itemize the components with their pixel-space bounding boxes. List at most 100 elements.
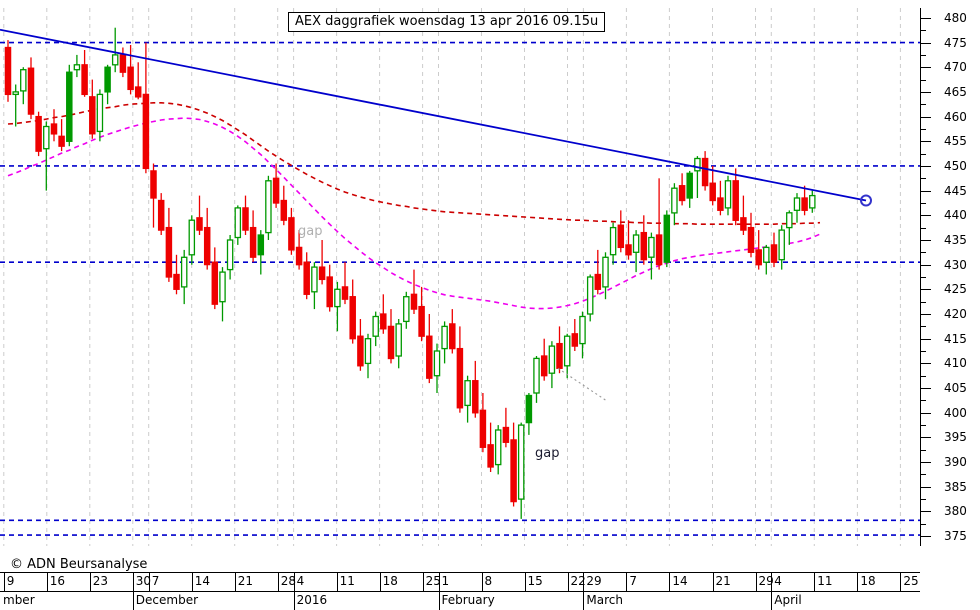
price-tick-major [920, 486, 931, 488]
date-tick-label: 29 [758, 574, 774, 588]
candle-body-up [188, 219, 196, 256]
candle-body-down [150, 170, 157, 199]
candle-body-down [127, 66, 134, 91]
horizontal-levels [0, 41, 920, 536]
price-tick-major [920, 363, 931, 365]
date-tick-label: 23 [92, 574, 109, 588]
price-tick-major [920, 338, 931, 340]
candle-body-down [4, 46, 12, 96]
candle-body-up [548, 345, 556, 374]
candle-body-down [732, 180, 739, 221]
price-tick-major [920, 536, 931, 538]
candle-body-up [694, 157, 701, 172]
date-tick-label: 25 [425, 574, 441, 588]
candle-body-up [334, 288, 341, 308]
date-tick-label: 7 [629, 574, 638, 588]
date-tick-separator [3, 572, 5, 591]
candle-body-up [609, 226, 617, 256]
date-tick-separator [148, 572, 150, 591]
date-tick-label: 9 [6, 574, 15, 588]
candle-body-down [410, 293, 418, 310]
candle-body-down [357, 335, 364, 367]
price-tick-minor [920, 523, 926, 525]
candle-body-down [387, 325, 395, 360]
candle-body-down [594, 273, 602, 290]
price-tick-major [920, 141, 931, 143]
chart-plot-area[interactable]: gap gap [0, 8, 920, 546]
candle-body-up [12, 91, 19, 96]
gap-label-1: gap [298, 224, 323, 239]
candle-body-up [724, 180, 732, 209]
gap-label-2: gap [535, 446, 560, 461]
candle-body-down [640, 231, 648, 261]
candle-body-up [663, 214, 671, 263]
date-tick-label: 29 [586, 574, 602, 588]
candle-body-down [418, 305, 425, 337]
price-tick-major [920, 412, 931, 414]
candle-body-down [709, 182, 716, 202]
candle-body-down [380, 313, 387, 330]
candle-body-down [119, 54, 127, 73]
date-tick-separator [900, 572, 902, 591]
date-tick-separator [481, 572, 483, 591]
price-tick-major [920, 264, 931, 266]
candle-body-down [157, 199, 165, 231]
candle-body-down [801, 197, 808, 211]
price-tick-label: 450 [944, 158, 967, 173]
chart-title: AEX daggrafiek woensdag 13 apr 2016 09.1… [288, 12, 606, 32]
price-tick-label: 405 [944, 381, 967, 396]
price-tick-label: 400 [944, 405, 967, 420]
date-tick-separator [755, 572, 757, 591]
candle-body-up [441, 325, 448, 350]
candle-body-down [242, 207, 249, 231]
price-tick-minor [920, 499, 926, 501]
last-price-marker[interactable] [860, 194, 872, 207]
date-tick-label: 18 [382, 574, 398, 588]
candle-body-down [280, 199, 288, 221]
date-tick-separator [626, 572, 628, 591]
date-tick-separator [379, 572, 381, 591]
candle-body-down [295, 246, 303, 266]
date-tick-separator [438, 572, 440, 591]
candle-body-down [326, 276, 333, 308]
candle-body-up [579, 315, 586, 345]
candle-body-down [165, 226, 173, 278]
month-label: 2016 [296, 593, 328, 607]
candle-body-up [763, 246, 770, 263]
candle-body-down [426, 335, 433, 379]
candle-body-up [311, 266, 318, 293]
date-tick-separator [422, 572, 424, 591]
date-tick-separator [567, 572, 569, 591]
candle-body-down [341, 286, 349, 300]
candle-body-up [43, 125, 50, 150]
month-label: April [774, 593, 802, 607]
candle-body-down [472, 380, 479, 414]
price-tick-major [920, 91, 931, 93]
candle-body-down [678, 185, 686, 202]
candle-body-down [27, 67, 35, 115]
date-tick-separator [191, 572, 193, 591]
candle-body-up [809, 194, 816, 209]
candle-body-up [786, 212, 793, 229]
candle-body-down [134, 86, 142, 98]
price-tick-major [920, 240, 931, 241]
price-tick-major [920, 190, 931, 192]
candle-body-up [464, 380, 471, 407]
candle-body-down [35, 115, 42, 152]
candle-body-down [770, 244, 778, 263]
candle-body-up [586, 276, 594, 315]
candle-body-down [288, 217, 295, 251]
candle-body-up [73, 64, 81, 71]
candle-body-up [563, 335, 571, 367]
candle-body-down [449, 323, 456, 350]
date-tick-separator [89, 572, 91, 591]
candle-body-down [203, 226, 211, 266]
price-tick-minor [920, 153, 926, 155]
date-tick-label: 14 [194, 574, 210, 588]
price-tick-major [920, 215, 931, 217]
candle-body-up [66, 71, 73, 142]
candle-body-down [747, 226, 755, 253]
candle-body-down [303, 261, 310, 295]
price-tick-major [920, 511, 931, 513]
month-separator [583, 591, 585, 610]
